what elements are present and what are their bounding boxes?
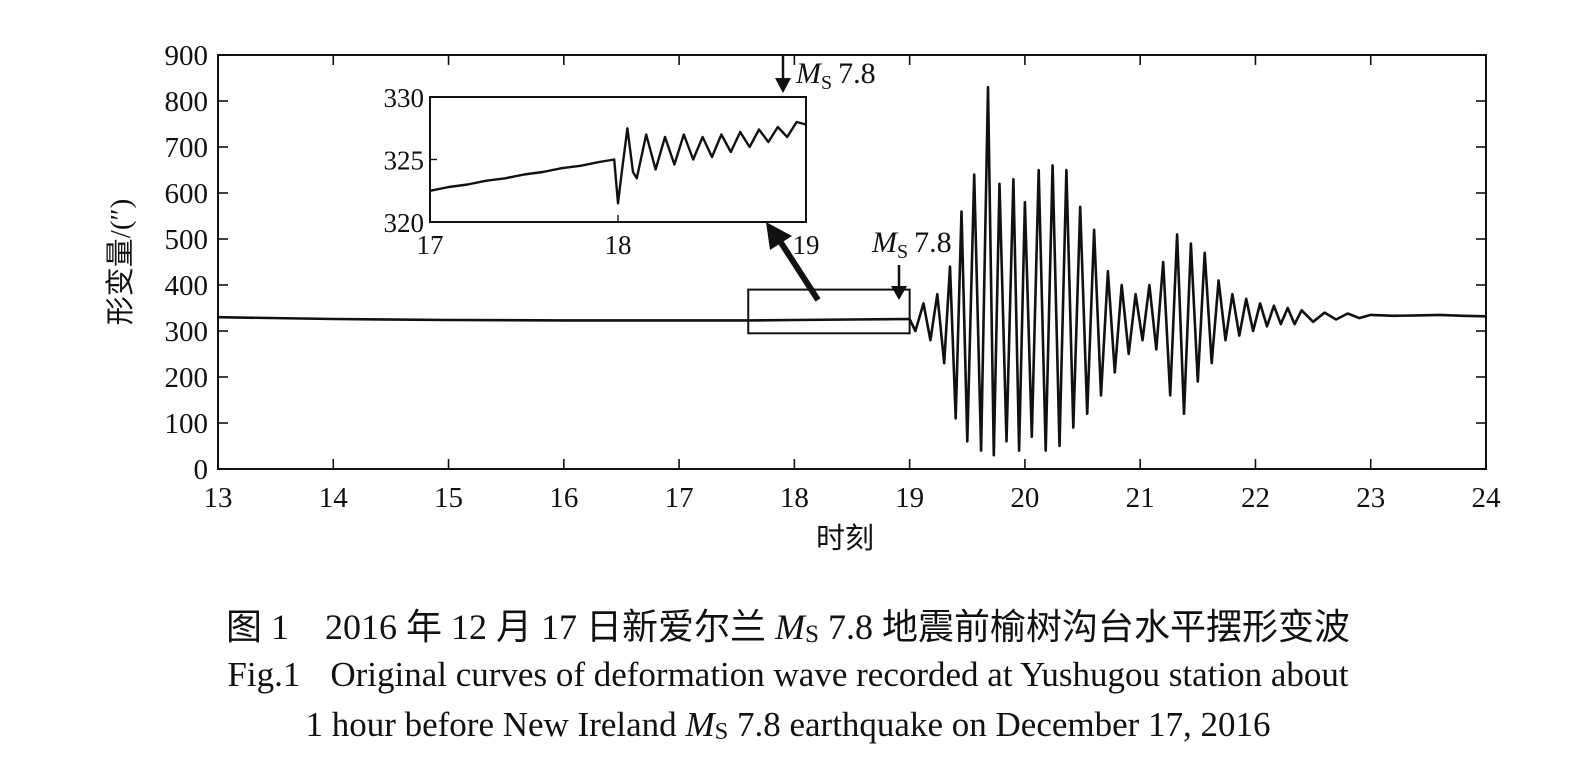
y-tick-label: 600: [165, 178, 209, 210]
x-tick-label: 16: [549, 482, 578, 514]
y-tick-label: 0: [194, 454, 209, 486]
y-tick-label: 200: [165, 362, 209, 394]
inset-x-tick-label: 19: [793, 230, 820, 260]
inset-y-tick-label: 330: [384, 83, 425, 113]
caption-en-line1: Original curves of deformation wave reco…: [330, 655, 1349, 694]
caption-en-m: M: [685, 705, 715, 744]
x-tick-label: 18: [780, 482, 809, 514]
deformation-wave-line: [217, 85, 1487, 457]
main-marker-sub: S: [897, 241, 908, 263]
x-tick-label: 21: [1126, 482, 1155, 514]
inset-y-tick-label: 320: [384, 208, 425, 238]
y-tick-label: 700: [165, 132, 209, 164]
x-axis-label: 时刻: [816, 522, 874, 555]
zoom-arrow: [766, 222, 821, 302]
y-tick-label: 400: [165, 270, 209, 302]
x-tick-label: 22: [1241, 482, 1270, 514]
caption-cn-fig: 图 1: [225, 607, 289, 647]
y-tick-label: 300: [165, 316, 209, 348]
svg-text:MS7.8: MS 7.8: [795, 57, 876, 94]
caption-en-line2-pre: 1 hour before New Ireland: [305, 705, 686, 744]
svg-text:MS7.8: MS 7.8: [871, 226, 952, 263]
x-tick-label: 17: [665, 482, 694, 514]
main-plot-frame: [217, 54, 1487, 470]
inset-marker-value: 7.8: [838, 57, 876, 90]
caption-english-line1: Fig.1 Original curves of deformation wave…: [0, 655, 1576, 695]
inset-tick-labels: 17 18 19 320 325 330: [384, 83, 820, 260]
caption-cn-pre: 2016 年 12 月 17 日新爱尔兰: [324, 607, 775, 647]
inset-ms-marker: MS 7.8: [775, 56, 876, 94]
main-axis-ticks: [217, 54, 1487, 470]
main-marker-m: M: [871, 226, 899, 259]
zoom-region-box: [747, 288, 911, 335]
x-tick-label: 23: [1356, 482, 1385, 514]
caption-chinese: 图 1 2016 年 12 月 17 日新爱尔兰 MS 7.8 地震前榆树沟台水平…: [0, 598, 1576, 650]
inset-x-tick-label: 17: [417, 230, 444, 260]
inset-y-tick-label: 325: [384, 146, 425, 176]
x-tick-label: 20: [1010, 482, 1039, 514]
y-tick-label: 900: [165, 40, 209, 72]
y-tick-label: 100: [165, 408, 209, 440]
main-marker-value: 7.8: [914, 226, 952, 259]
caption-cn-post: 7.8 地震前榆树沟台水平摆形变波: [819, 607, 1351, 647]
y-axis-label: 形变量/(″): [104, 199, 137, 325]
caption-cn-m: M: [775, 607, 805, 647]
x-tick-label: 19: [895, 482, 924, 514]
inset-marker-m: M: [795, 57, 823, 90]
y-tick-label: 500: [165, 224, 209, 256]
x-tick-label: 14: [319, 482, 349, 514]
caption-cn-s: S: [805, 621, 820, 649]
caption-en-fig: Fig.1: [227, 655, 301, 694]
x-tick-label: 15: [434, 482, 463, 514]
inset-x-tick-label: 18: [605, 230, 632, 260]
deformation-chart: 13 14 15 16 17 18 19 20 21 22 23 24 0 100 200 300 400 500…: [104, 40, 1502, 555]
x-tick-label: 13: [204, 482, 233, 514]
caption-en-line2-post: 7.8 earthquake on December 17, 2016: [728, 705, 1271, 744]
inset-marker-sub: S: [821, 72, 832, 94]
y-tick-label: 800: [165, 86, 209, 118]
main-ms-marker: MS 7.8: [871, 226, 952, 300]
main-tick-labels: 13 14 15 16 17 18 19 20 21 22 23 24 0 100 200 300 400 500…: [165, 40, 1502, 514]
caption-english-line2: 1 hour before New Ireland MS 7.8 earthqu…: [0, 705, 1576, 745]
x-tick-label: 24: [1472, 482, 1502, 514]
caption-en-s: S: [714, 717, 729, 745]
inset-wave-line: [429, 120, 807, 205]
inset-axis-ticks: [429, 96, 807, 223]
